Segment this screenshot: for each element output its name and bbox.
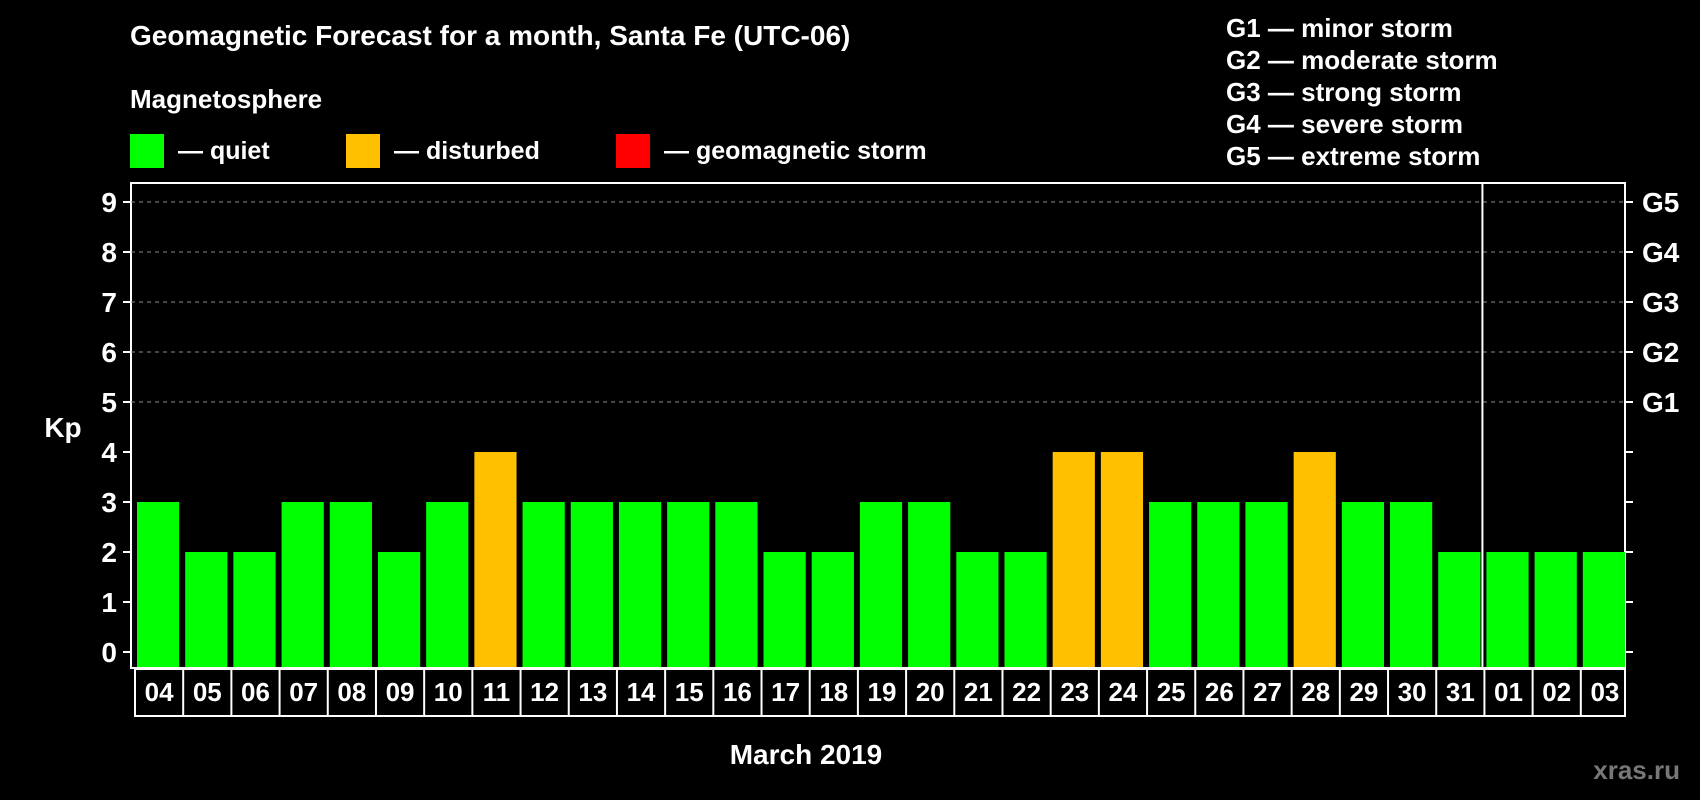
bar-14 bbox=[618, 502, 662, 667]
bar-23 bbox=[1052, 452, 1095, 667]
bar-01 bbox=[1486, 552, 1529, 667]
x-tick-label-22: 22 bbox=[1012, 677, 1041, 707]
x-tick-label-09: 09 bbox=[386, 677, 415, 707]
storm-level-g3: G3 — strong storm bbox=[1226, 77, 1462, 107]
bar-25 bbox=[1149, 502, 1192, 667]
legend-item-quiet: — quiet bbox=[130, 134, 270, 168]
bar-06 bbox=[233, 552, 276, 667]
x-tick-label-17: 17 bbox=[771, 677, 800, 707]
storm-level-g1: G1 — minor storm bbox=[1226, 13, 1453, 43]
g-level-label: G5 bbox=[1642, 187, 1679, 218]
x-tick-label-08: 08 bbox=[337, 677, 366, 707]
x-tick-label-16: 16 bbox=[723, 677, 752, 707]
bar-31 bbox=[1438, 552, 1481, 667]
legend-item-disturbed: — disturbed bbox=[346, 134, 540, 168]
y-tick-label: 1 bbox=[101, 587, 117, 618]
x-axis-label: March 2019 bbox=[730, 739, 883, 770]
g-level-label: G3 bbox=[1642, 287, 1679, 318]
legend-swatch-storm bbox=[616, 134, 650, 168]
bar-08 bbox=[329, 502, 372, 667]
y-tick-label: 8 bbox=[101, 237, 117, 268]
bar-07 bbox=[281, 502, 324, 667]
x-tick-label-30: 30 bbox=[1398, 677, 1427, 707]
g-level-label: G2 bbox=[1642, 337, 1679, 368]
g-level-label: G1 bbox=[1642, 387, 1679, 418]
legend-item-storm: — geomagnetic storm bbox=[616, 134, 927, 168]
bar-03 bbox=[1582, 552, 1625, 667]
y-tick-label: 9 bbox=[101, 187, 117, 218]
y-axis-label: Kp bbox=[44, 412, 81, 443]
x-tick-label-03: 03 bbox=[1590, 677, 1619, 707]
x-tick-label-25: 25 bbox=[1157, 677, 1186, 707]
legend-swatch-disturbed bbox=[346, 134, 380, 168]
y-tick-label: 2 bbox=[101, 537, 117, 568]
bar-19 bbox=[859, 502, 903, 667]
x-tick-label-10: 10 bbox=[434, 677, 463, 707]
bar-26 bbox=[1197, 502, 1240, 667]
g-level-label: G4 bbox=[1642, 237, 1680, 268]
y-tick-label: 7 bbox=[101, 287, 117, 318]
legend-label-quiet: — quiet bbox=[178, 136, 270, 165]
x-tick-label-20: 20 bbox=[916, 677, 945, 707]
bar-02 bbox=[1534, 552, 1577, 667]
bar-16 bbox=[715, 502, 758, 667]
x-tick-label-12: 12 bbox=[530, 677, 559, 707]
bar-28 bbox=[1293, 452, 1336, 667]
bar-24 bbox=[1100, 452, 1144, 667]
x-tick-label-18: 18 bbox=[819, 677, 848, 707]
x-tick-label-31: 31 bbox=[1446, 677, 1475, 707]
y-tick-label: 0 bbox=[101, 637, 117, 668]
bar-18 bbox=[811, 552, 854, 667]
bar-22 bbox=[1004, 552, 1047, 667]
legend-label-storm: — geomagnetic storm bbox=[664, 136, 927, 165]
storm-level-g4: G4 — severe storm bbox=[1226, 109, 1464, 139]
bar-09 bbox=[377, 552, 421, 667]
x-tick-label-29: 29 bbox=[1349, 677, 1378, 707]
x-tick-label-11: 11 bbox=[483, 677, 511, 707]
x-tick-label-15: 15 bbox=[675, 677, 704, 707]
x-tick-label-24: 24 bbox=[1109, 677, 1138, 707]
storm-level-g5: G5 — extreme storm bbox=[1226, 141, 1481, 171]
bar-30 bbox=[1390, 502, 1433, 667]
x-tick-label-02: 02 bbox=[1542, 677, 1571, 707]
x-tick-label-26: 26 bbox=[1205, 677, 1234, 707]
bar-17 bbox=[763, 552, 806, 667]
x-tick-label-14: 14 bbox=[627, 677, 656, 707]
legend-subtitle: Magnetosphere bbox=[130, 84, 323, 114]
bar-10 bbox=[426, 502, 469, 667]
x-tick-label-07: 07 bbox=[289, 677, 318, 707]
watermark: xras.ru bbox=[1593, 755, 1680, 785]
x-tick-label-23: 23 bbox=[1060, 677, 1089, 707]
date-axis-frame bbox=[134, 668, 1626, 717]
x-tick-label-01: 01 bbox=[1494, 677, 1523, 707]
x-tick-label-28: 28 bbox=[1301, 677, 1330, 707]
bar-11 bbox=[474, 452, 517, 667]
x-tick-label-13: 13 bbox=[578, 677, 607, 707]
bar-04 bbox=[137, 502, 180, 667]
bar-12 bbox=[522, 502, 565, 667]
y-tick-label: 4 bbox=[101, 437, 117, 468]
bar-13 bbox=[570, 502, 613, 667]
y-tick-label: 5 bbox=[101, 387, 117, 418]
bar-21 bbox=[956, 552, 999, 667]
storm-level-legend: G1 — minor storm G2 — moderate storm G3 … bbox=[1226, 12, 1498, 172]
bar-27 bbox=[1245, 502, 1288, 667]
bar-05 bbox=[185, 552, 228, 667]
x-tick-label-27: 27 bbox=[1253, 677, 1282, 707]
bar-15 bbox=[667, 502, 710, 667]
legend-label-disturbed: — disturbed bbox=[394, 136, 540, 165]
y-tick-label: 3 bbox=[101, 487, 117, 518]
y-tick-label: 6 bbox=[101, 337, 117, 368]
x-tick-label-05: 05 bbox=[193, 677, 222, 707]
x-tick-label-04: 04 bbox=[145, 677, 174, 707]
chart-title: Geomagnetic Forecast for a month, Santa … bbox=[130, 20, 851, 51]
bar-20 bbox=[908, 502, 951, 667]
x-tick-label-21: 21 bbox=[964, 677, 993, 707]
legend-swatch-quiet bbox=[130, 134, 164, 168]
storm-level-g2: G2 — moderate storm bbox=[1226, 45, 1498, 75]
x-tick-label-19: 19 bbox=[868, 677, 897, 707]
x-tick-label-06: 06 bbox=[241, 677, 270, 707]
bar-29 bbox=[1341, 502, 1385, 667]
